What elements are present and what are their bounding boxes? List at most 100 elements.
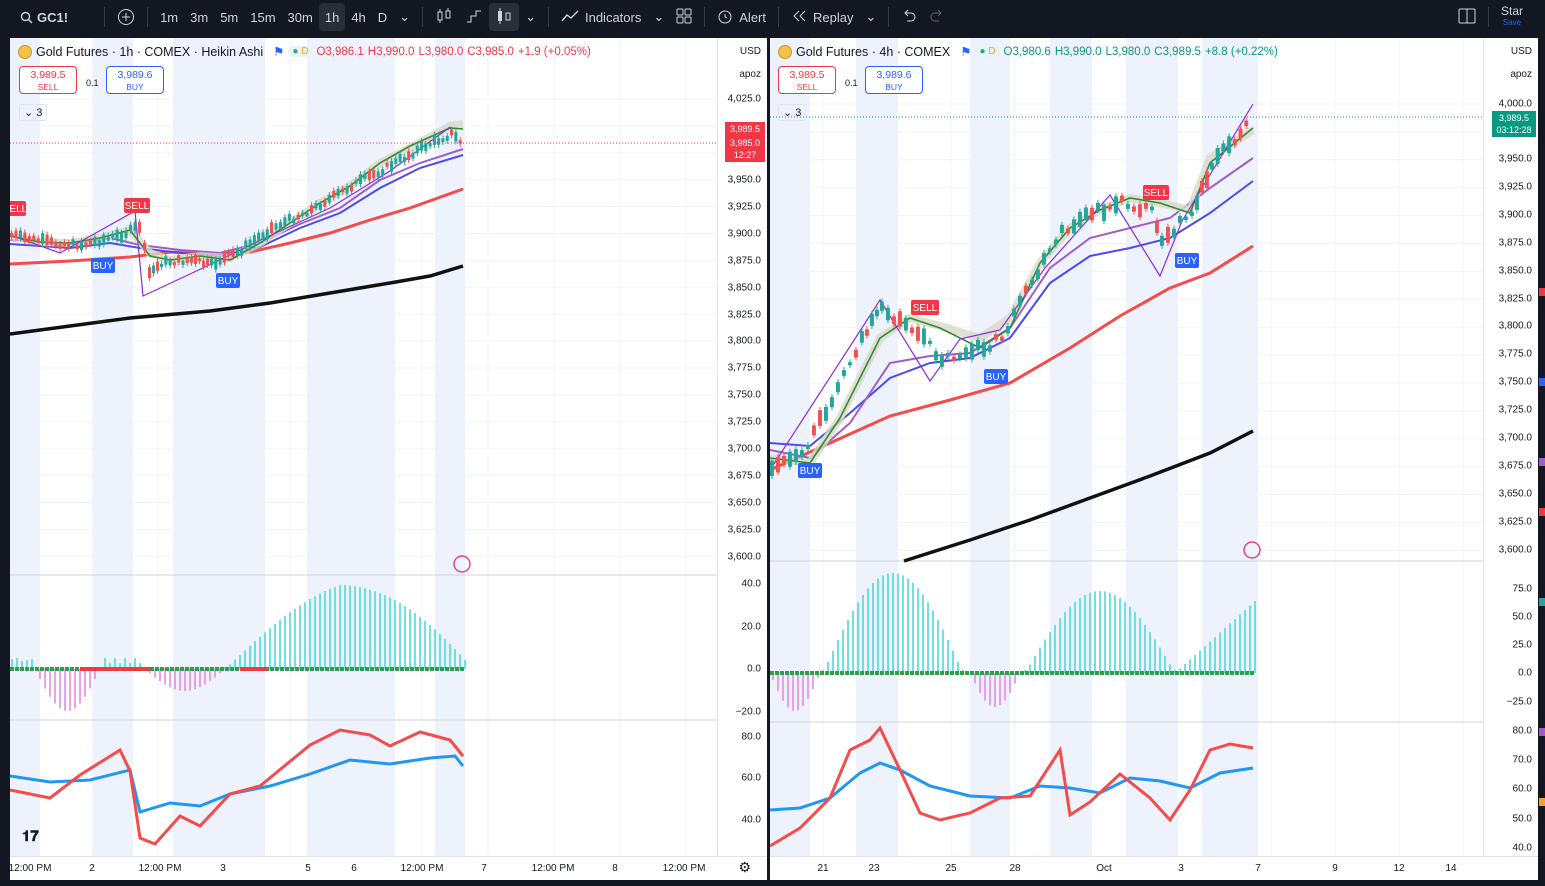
- scale-selector[interactable]: apoz: [1510, 69, 1532, 80]
- left-time-axis[interactable]: 12:00 PM 2 12:00 PM 3 5 6 12:00 PM 7 12:00 PM 8 12…: [10, 856, 767, 880]
- interval-1m[interactable]: 1m: [160, 9, 179, 25]
- candle-body: [922, 328, 926, 345]
- save-label: Save: [1502, 18, 1522, 27]
- left-chart-canvas[interactable]: SELL SELL BUY BUY: [10, 38, 767, 880]
- signal-marker-buy: [216, 273, 240, 288]
- layout-split-button[interactable]: [1452, 3, 1482, 31]
- indicators-button[interactable]: Indicators: [555, 3, 647, 31]
- candle-body: [1238, 128, 1243, 139]
- symbol-search[interactable]: GC1!: [14, 3, 74, 31]
- left-sell-button[interactable]: 3,989.5 SELL: [19, 66, 77, 94]
- axis-tick: 3,625.0: [727, 524, 761, 536]
- right-ohlc-low: L3,980.0: [1105, 45, 1151, 58]
- candle-body: [964, 347, 968, 359]
- candle-body: [424, 143, 428, 152]
- right-last-tag: 3,989.5: [1492, 111, 1536, 125]
- interval-3m[interactable]: 3m: [190, 9, 209, 25]
- candle-body: [1150, 206, 1154, 211]
- candle-body: [1172, 228, 1176, 238]
- axis-tick: 3,775.0: [727, 362, 761, 374]
- interval-30m[interactable]: 30m: [287, 9, 313, 25]
- time-tick: 7: [481, 863, 487, 874]
- interval-15m[interactable]: 15m: [250, 9, 276, 25]
- interval-5m[interactable]: 5m: [220, 9, 239, 25]
- candle-body: [1232, 139, 1237, 146]
- axis-tick: 50.0: [1512, 611, 1532, 623]
- right-price-axis[interactable]: USD apoz 4,000.0 3,950.0 3,925.0 3,900.0 3,8…: [1483, 38, 1538, 880]
- redo-button[interactable]: [923, 3, 951, 31]
- divider: [778, 7, 779, 27]
- currency-selector[interactable]: USD: [739, 46, 761, 57]
- tradingview-logo-icon: 𝟏𝟕: [22, 828, 39, 845]
- compare-button[interactable]: [111, 3, 141, 31]
- time-tick: 12:00 PM: [400, 863, 444, 874]
- candle-body: [988, 345, 992, 352]
- indicators-dropdown[interactable]: ⌄: [647, 3, 670, 31]
- alert-button[interactable]: Alert: [711, 3, 772, 31]
- buy-label: BUY: [885, 82, 903, 92]
- right-ohlc-close: C3,989.5: [1154, 45, 1201, 58]
- bar-style-button[interactable]: [429, 3, 459, 31]
- line-style-button[interactable]: [459, 3, 489, 31]
- candle-body: [172, 262, 176, 266]
- axis-tick: 3,600.0: [1498, 544, 1532, 556]
- left-chart[interactable]: SELL SELL BUY BUY Gold Futures · 1h · COMEX…: [10, 38, 767, 880]
- candle-body: [181, 260, 185, 265]
- left-buy-button[interactable]: 3,989.6 BUY: [106, 66, 164, 94]
- save-button[interactable]: Star Save: [1495, 3, 1529, 31]
- candle-body: [354, 180, 358, 184]
- axis-tick: 3,950.0: [1498, 153, 1532, 165]
- candle-body: [812, 425, 816, 436]
- right-indicators-toggle[interactable]: ⌄ 3: [778, 104, 807, 121]
- right-chart[interactable]: SELL SELL BUY BUY BUY Gold Futures · 4h · CO…: [770, 38, 1538, 880]
- candle-body: [231, 249, 235, 258]
- candle-body: [1178, 215, 1182, 223]
- axis-tick: 3,750.0: [727, 389, 761, 401]
- replay-dropdown[interactable]: ⌄: [859, 3, 882, 31]
- right-chart-canvas[interactable]: SELL SELL BUY BUY BUY: [770, 38, 1538, 880]
- zigzag-line: [10, 126, 451, 297]
- candle-body: [50, 237, 54, 245]
- flag-icon: ⚑: [960, 45, 972, 59]
- scale-selector[interactable]: apoz: [739, 69, 761, 80]
- candle-body: [1042, 253, 1046, 265]
- settings-icon[interactable]: ⚙: [738, 859, 751, 875]
- buy-price: 3,989.6: [117, 69, 153, 81]
- candle-body: [310, 205, 314, 214]
- undo-button[interactable]: [895, 3, 923, 31]
- replay-button[interactable]: Replay: [785, 3, 859, 31]
- axis-tick: 3,825.0: [1498, 293, 1532, 304]
- right-time-axis[interactable]: 21 23 25 28 Oct 3 7 9 12 14: [770, 856, 1538, 880]
- layouts-button[interactable]: [670, 3, 698, 31]
- signal-marker-label: BUY: [93, 261, 114, 272]
- heikin-ashi-button[interactable]: [489, 3, 520, 31]
- divider: [704, 7, 706, 27]
- candle-body: [1184, 216, 1188, 221]
- candle-body: [880, 301, 884, 311]
- interval-d[interactable]: D: [377, 9, 388, 25]
- left-indicators-toggle[interactable]: ⌄ 3: [19, 104, 48, 121]
- axis-tick: 3,850.0: [727, 282, 761, 294]
- divider: [422, 7, 424, 27]
- interval-dropdown[interactable]: ⌄: [393, 3, 416, 31]
- candle-body: [1160, 235, 1164, 246]
- chevron-down-icon: ⌄: [399, 9, 411, 24]
- steps-icon: [465, 7, 483, 28]
- signal-marker-label: SELL: [10, 204, 28, 215]
- left-last-tag: 3,985.0: [725, 136, 765, 150]
- candle-body: [875, 309, 879, 317]
- interval-1h[interactable]: 1h: [318, 3, 346, 31]
- candle-body: [363, 173, 367, 179]
- candle-body: [441, 138, 445, 143]
- candle-body: [1036, 269, 1040, 280]
- session-band: [173, 38, 265, 856]
- left-price-axis[interactable]: USD apoz 4,025.0 3,950.0 3,925.0 3,900.0 3,8…: [717, 38, 767, 880]
- currency-selector[interactable]: USD: [1510, 46, 1532, 57]
- time-tick: 12:00 PM: [531, 863, 575, 874]
- right-sell-button[interactable]: 3,989.5 SELL: [778, 66, 836, 94]
- chart-type-dropdown[interactable]: ⌄: [519, 3, 542, 31]
- candle-body: [1244, 120, 1249, 127]
- candle-body: [152, 265, 156, 274]
- right-buy-button[interactable]: 3,989.6 BUY: [865, 66, 923, 94]
- interval-4h[interactable]: 4h: [351, 9, 366, 25]
